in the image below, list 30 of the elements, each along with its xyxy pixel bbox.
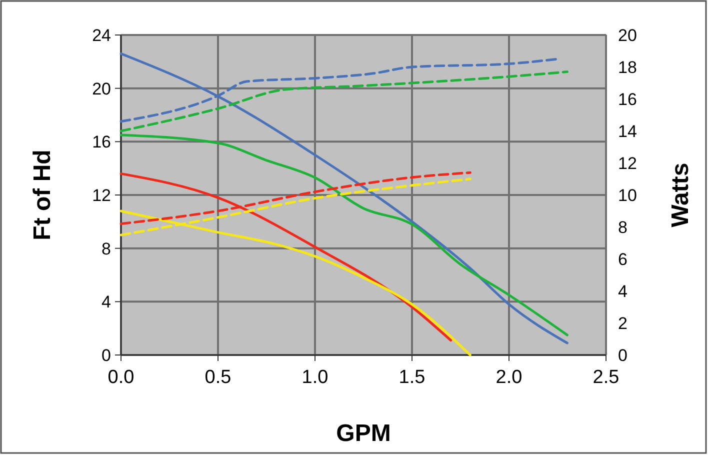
y-tick-label: 20 (92, 79, 111, 98)
y-tick-label: 16 (92, 132, 111, 152)
x-tick-label: 0.0 (108, 367, 134, 388)
y-tick-label: 12 (92, 186, 111, 205)
line-series (120, 134, 568, 336)
y2-tick-label: 6 (618, 250, 628, 269)
y-tick-label: 0 (102, 346, 111, 365)
y2-tick-label: 14 (618, 122, 637, 141)
x-tick-label: 0.5 (204, 367, 232, 388)
y-axis-title: Ft of Hd (29, 150, 56, 240)
x-axis-title: GPM (336, 420, 391, 447)
line-series (120, 52, 568, 344)
y-tick-label: 8 (102, 239, 111, 258)
y2-tick-label: 2 (618, 314, 628, 333)
y2-tick-label: 4 (618, 282, 628, 301)
y-tick-label: 24 (92, 26, 111, 45)
y2-tick-label: 10 (618, 186, 637, 205)
y2-tick-label: 18 (618, 58, 637, 77)
x-tick-label: 1.5 (398, 367, 426, 388)
line-series (120, 70, 568, 132)
y2-tick-label: 20 (618, 26, 637, 45)
x-tick-label: 2.5 (592, 367, 620, 388)
y2-tick-label: 12 (618, 154, 637, 173)
x-tick-label: 2.0 (496, 367, 522, 388)
y2-axis-title: Watts (667, 162, 694, 228)
y2-tick-label: 8 (618, 218, 628, 237)
y2-tick-label: 16 (618, 90, 637, 109)
x-tick-label: 1.0 (302, 367, 328, 388)
y2-tick-label: 0 (618, 346, 628, 365)
y-tick-label: 4 (102, 292, 111, 312)
